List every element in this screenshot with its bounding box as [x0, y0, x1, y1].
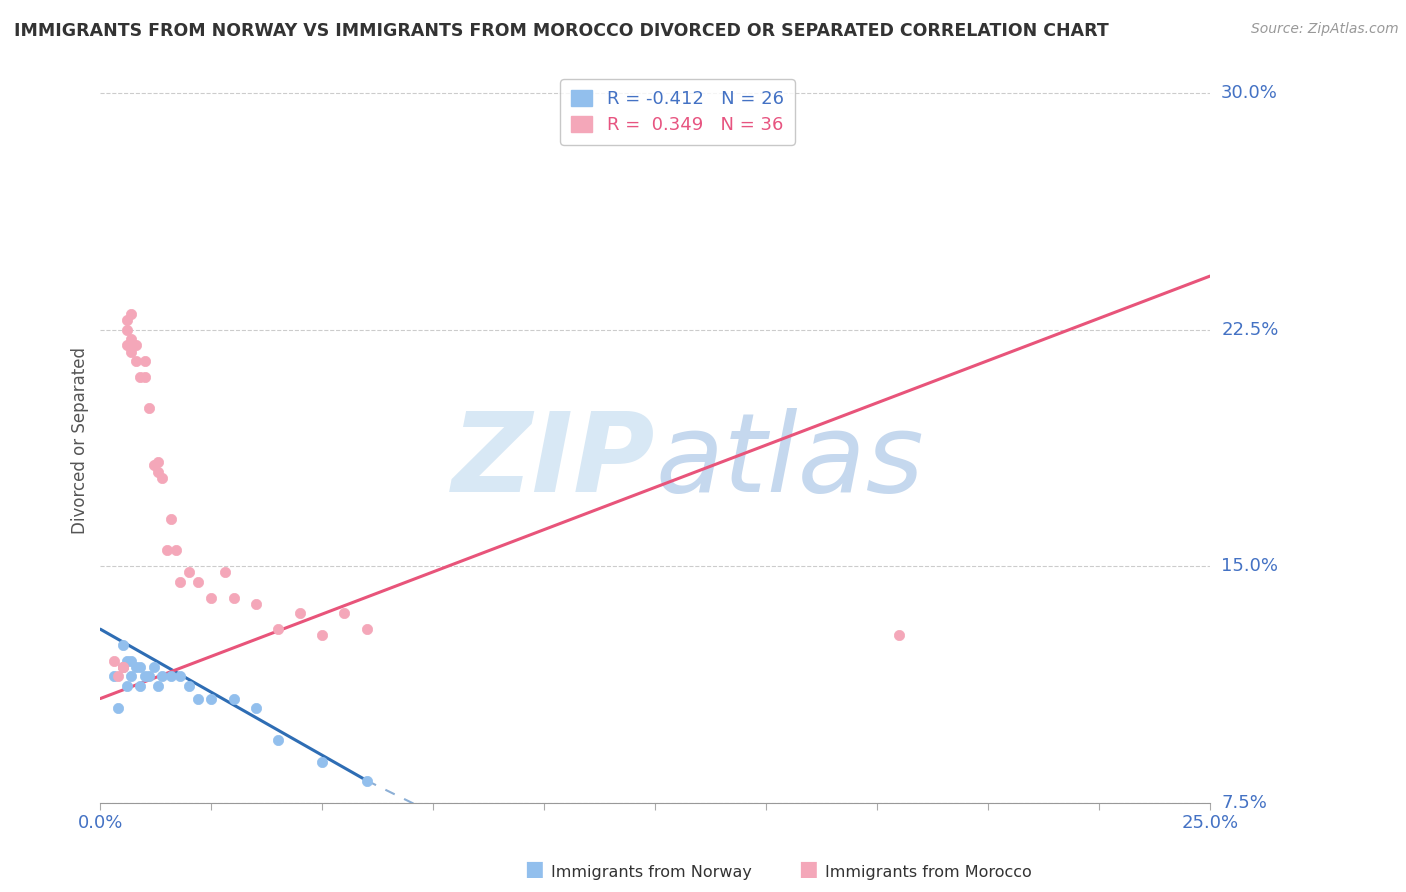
Point	[152, 669, 174, 683]
Point	[187, 574, 209, 589]
Legend: R = -0.412   N = 26, R =  0.349   N = 36: R = -0.412 N = 26, R = 0.349 N = 36	[560, 79, 794, 145]
Point	[134, 669, 156, 683]
Point	[245, 701, 267, 715]
Point	[129, 660, 152, 674]
Point	[222, 591, 245, 605]
Text: ■: ■	[799, 859, 818, 879]
Text: ■: ■	[524, 859, 544, 879]
Point	[111, 660, 134, 674]
Text: 30.0%: 30.0%	[1222, 84, 1278, 103]
Point	[169, 574, 191, 589]
Point	[200, 591, 222, 605]
Point	[146, 679, 169, 693]
Point	[103, 669, 125, 683]
Point	[165, 543, 187, 558]
Point	[134, 370, 156, 384]
Text: atlas: atlas	[655, 409, 924, 516]
Text: Immigrants from Norway: Immigrants from Norway	[551, 865, 752, 880]
Point	[115, 338, 138, 352]
Point	[120, 307, 142, 321]
Point	[267, 732, 290, 747]
Point	[125, 660, 148, 674]
Point	[107, 701, 129, 715]
Text: ZIP: ZIP	[451, 409, 655, 516]
Point	[146, 455, 169, 469]
Point	[111, 660, 134, 674]
Point	[179, 566, 201, 580]
Point	[200, 691, 222, 706]
Text: IMMIGRANTS FROM NORWAY VS IMMIGRANTS FROM MOROCCO DIVORCED OR SEPARATED CORRELAT: IMMIGRANTS FROM NORWAY VS IMMIGRANTS FRO…	[14, 22, 1109, 40]
Point	[288, 607, 311, 621]
Text: Source: ZipAtlas.com: Source: ZipAtlas.com	[1251, 22, 1399, 37]
Point	[129, 370, 152, 384]
Point	[333, 607, 356, 621]
Text: 15.0%: 15.0%	[1222, 558, 1278, 575]
Point	[311, 628, 333, 642]
Point	[120, 332, 142, 346]
Point	[356, 773, 378, 788]
Point	[103, 654, 125, 668]
Point	[120, 344, 142, 359]
Point	[125, 338, 148, 352]
Point	[142, 458, 165, 473]
Point	[169, 669, 191, 683]
Point	[356, 622, 378, 636]
Point	[120, 654, 142, 668]
Point	[107, 669, 129, 683]
Point	[160, 512, 183, 526]
Point	[115, 323, 138, 337]
Point	[187, 691, 209, 706]
Point	[115, 679, 138, 693]
Point	[125, 354, 148, 368]
Point	[889, 628, 911, 642]
Point	[245, 597, 267, 611]
Point	[267, 622, 290, 636]
Point	[311, 755, 333, 769]
Text: Immigrants from Morocco: Immigrants from Morocco	[825, 865, 1032, 880]
Point	[142, 660, 165, 674]
Point	[152, 471, 174, 485]
Point	[115, 313, 138, 327]
Y-axis label: Divorced or Separated: Divorced or Separated	[72, 346, 89, 533]
Point	[138, 401, 160, 416]
Point	[179, 679, 201, 693]
Point	[134, 354, 156, 368]
Point	[222, 691, 245, 706]
Point	[120, 669, 142, 683]
Point	[156, 543, 179, 558]
Point	[111, 660, 134, 674]
Point	[160, 669, 183, 683]
Point	[138, 669, 160, 683]
Point	[129, 679, 152, 693]
Point	[111, 638, 134, 652]
Text: 7.5%: 7.5%	[1222, 794, 1267, 812]
Point	[115, 654, 138, 668]
Point	[214, 566, 236, 580]
Text: 22.5%: 22.5%	[1222, 320, 1278, 339]
Point	[146, 465, 169, 479]
